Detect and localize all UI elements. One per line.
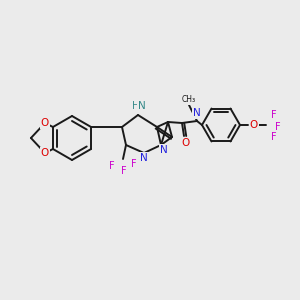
Text: F: F [271, 132, 277, 142]
Text: N: N [193, 108, 201, 118]
Text: O: O [41, 118, 49, 128]
Text: O: O [181, 138, 189, 148]
Text: O: O [250, 120, 258, 130]
Text: F: F [271, 110, 277, 120]
Text: H: H [132, 101, 140, 111]
Text: F: F [131, 159, 137, 169]
Text: N: N [138, 101, 146, 111]
Text: F: F [275, 122, 281, 132]
Text: F: F [109, 161, 115, 171]
Text: CH₃: CH₃ [182, 95, 196, 104]
Text: N: N [160, 145, 168, 155]
Text: O: O [41, 148, 49, 158]
Text: F: F [121, 166, 127, 176]
Text: N: N [140, 153, 148, 163]
